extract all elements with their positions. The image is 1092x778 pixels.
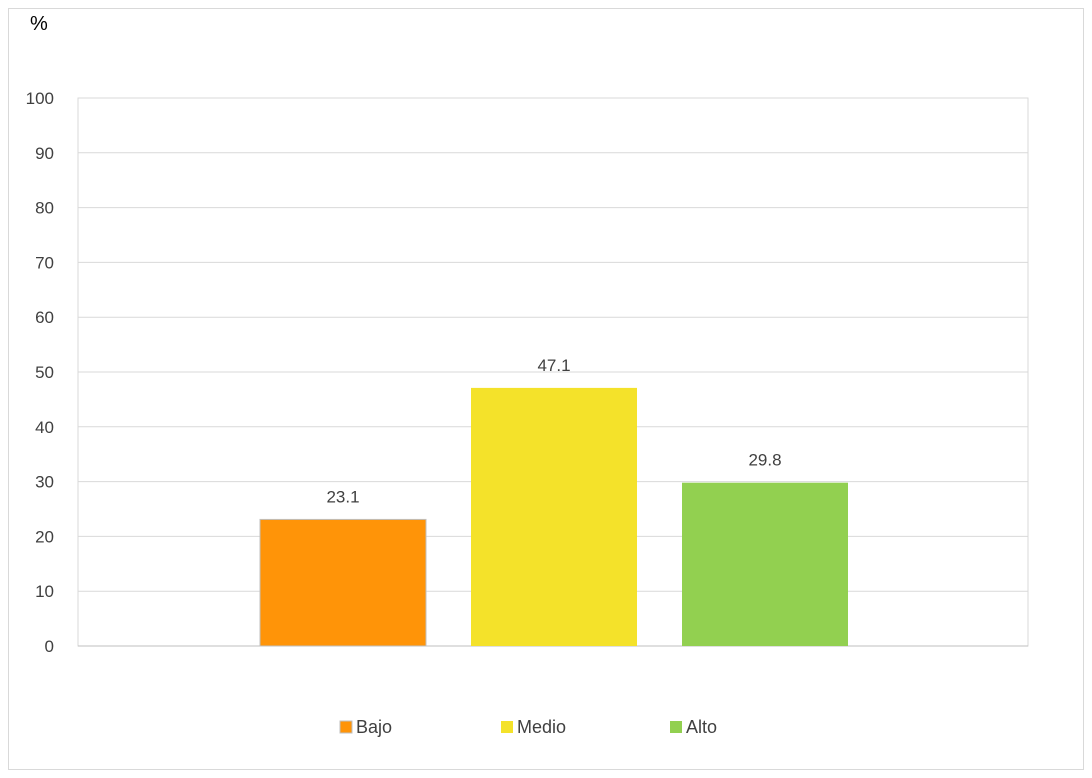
y-tick-label: 10 [35, 582, 54, 601]
y-axis-unit-label: % [30, 13, 48, 35]
legend-label-alto: Alto [686, 717, 717, 737]
y-tick-label: 0 [45, 637, 54, 656]
bars [259, 387, 848, 647]
legend-swatch-alto [670, 721, 682, 733]
y-tick-label: 60 [35, 308, 54, 327]
y-tick-label: 70 [35, 253, 54, 272]
y-tick-label: 80 [35, 199, 54, 218]
data-label-medio: 47.1 [537, 356, 570, 375]
bar-alto [682, 482, 848, 646]
bar-bajo [259, 518, 427, 647]
y-axis-tick-labels: 0 10 20 30 40 50 60 70 80 90 100 [26, 89, 54, 656]
y-tick-label: 50 [35, 363, 54, 382]
legend-swatch-medio [501, 721, 513, 733]
y-tick-label: 30 [35, 473, 54, 492]
bar-medio [471, 387, 637, 646]
y-tick-label: 20 [35, 527, 54, 546]
legend-label-bajo: Bajo [356, 717, 392, 737]
y-tick-label: 40 [35, 418, 54, 437]
data-label-bajo: 23.1 [326, 487, 359, 506]
data-label-alto: 29.8 [748, 451, 781, 470]
y-tick-label: 100 [26, 89, 54, 108]
legend-swatch-bajo [339, 720, 353, 734]
legend: Bajo Medio Alto [339, 717, 717, 737]
legend-label-medio: Medio [517, 717, 566, 737]
data-labels: 23.1 47.1 29.8 [326, 356, 781, 507]
y-tick-label: 90 [35, 144, 54, 163]
